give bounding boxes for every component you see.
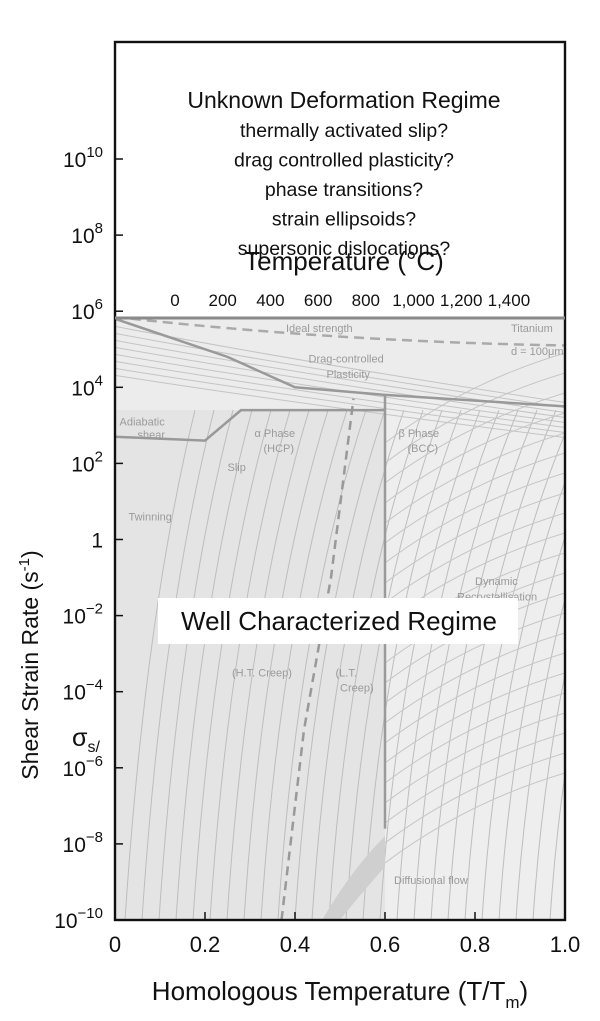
x-tick-label: 0.8 (460, 932, 491, 957)
y-tick-label: 108 (71, 220, 103, 248)
map-label-alpha-phase: α Phase (255, 428, 296, 440)
top-axis-tick-label: 1,400 (488, 291, 531, 310)
y-tick-label: 10−2 (63, 601, 103, 629)
map-label-titanium: Titanium (511, 323, 553, 335)
strain-contour (384, 712, 565, 804)
top-axis-tick-label: 200 (209, 291, 237, 310)
strain-contour (384, 672, 565, 764)
y-tick-label: 10−4 (63, 677, 103, 705)
well-regime-label-bg (158, 598, 518, 644)
strain-contour (481, 480, 565, 920)
y-tick-label: 102 (71, 448, 103, 476)
map-label-plasticity: Plasticity (327, 369, 371, 381)
top-axis-tick-label: 0 (170, 291, 179, 310)
upper-band-line (115, 332, 565, 409)
strain-contour (384, 372, 565, 464)
strain-contour (532, 672, 565, 920)
strain-contour (384, 612, 565, 704)
top-axis-tick-label: 600 (304, 291, 332, 310)
x-tick-label: 1.0 (550, 932, 581, 957)
y-axis-ticks: 1010 108 106 104 102 1 10−2 10−4 10−6 10−8 10−10 (54, 144, 123, 933)
strain-contour (384, 692, 565, 784)
y-tick-label: 106 (71, 296, 103, 324)
map-label-diffusional: Diffusional flow (394, 875, 468, 887)
y-tick-label: 10−8 (63, 829, 103, 857)
top-axis-tick-label: 1,200 (440, 291, 483, 310)
strain-contour (384, 512, 565, 604)
unknown-regime-line: thermally activated slip? (240, 120, 448, 142)
map-label-dynamic: Dynamic (475, 576, 518, 588)
upper-band-line (115, 346, 565, 419)
strain-contour (515, 597, 565, 920)
strain-contour (498, 535, 565, 920)
strain-contour (384, 632, 565, 724)
top-axis-ticks: 0 200 400 600 800 1,000 1,200 1,400 (170, 291, 530, 310)
strain-contour (384, 352, 565, 444)
top-axis-title: Temperature (°C) (244, 246, 444, 276)
plot-frame (113, 40, 567, 922)
x-tick-label: 0.6 (370, 932, 401, 957)
unknown-regime-line: strain ellipsoids? (272, 209, 416, 231)
y-tick-label: 1 (91, 530, 103, 553)
y-tick-label: 10−10 (54, 905, 103, 933)
y-axis-title: Shear Strain Rate (s-1) (16, 550, 43, 779)
map-label-drag: Drag-controlled (309, 354, 384, 366)
unknown-regime-line: phase transitions? (265, 179, 423, 201)
strain-contour (384, 412, 565, 504)
y-tick-label: 10−6 (63, 753, 103, 781)
strain-contour (384, 652, 565, 744)
map-label-shear: shear (138, 430, 166, 442)
map-label-lt-creep: (L.T. (336, 667, 357, 679)
map-label-ideal-strength: Ideal strength (286, 323, 353, 335)
x-tick-label: 0.4 (280, 932, 311, 957)
y-tick-label: 104 (71, 372, 103, 400)
top-axis-tick-label: 800 (352, 291, 380, 310)
map-label-ht-creep: (H.T. Creep) (232, 667, 292, 679)
x-axis-ticks: 0 0.2 0.4 0.6 0.8 1.0 (109, 912, 580, 957)
strain-contour (384, 732, 565, 824)
adiabatic-boundary-line (115, 408, 385, 442)
map-label-creep: Creep) (340, 683, 374, 695)
strain-contour (384, 432, 565, 524)
strain-contour (384, 752, 565, 844)
y-tick-label: 1010 (63, 144, 103, 172)
map-label-twinning: Twinning (129, 511, 172, 523)
map-label-adiabatic: Adiabatic (120, 416, 166, 428)
upper-band-line (115, 353, 565, 424)
drag-boundary-line (115, 318, 565, 408)
top-axis-tick-label: 400 (256, 291, 284, 310)
strain-contour (384, 452, 565, 544)
strain-contour (384, 392, 565, 484)
strain-contour (549, 770, 565, 920)
unknown-regime-line: drag controlled plasticity? (234, 150, 454, 172)
x-tick-label: 0.2 (190, 932, 221, 957)
diffusional-band (322, 836, 385, 920)
map-label-grain-size: d = 100μm (511, 346, 564, 358)
map-label-bcc: (BCC) (408, 443, 439, 455)
y-side-symbol: σs/ (72, 724, 100, 756)
map-label-slip: Slip (228, 462, 246, 474)
unknown-regime-title: Unknown Deformation Regime (187, 87, 500, 113)
top-axis-tick-label: 1,000 (392, 291, 435, 310)
map-label-hcp: (HCP) (264, 443, 295, 455)
strain-contour (384, 772, 565, 864)
map-label-beta-phase: β Phase (399, 428, 440, 440)
unknown-regime-line: supersonic dislocations? (238, 238, 451, 260)
upper-band-line (115, 374, 565, 439)
ideal-strength-line (115, 318, 565, 347)
strain-contour (124, 410, 196, 920)
strain-contour (384, 492, 565, 584)
x-tick-label: 0 (109, 932, 121, 957)
well-regime-label: Well Characterized Regime (181, 606, 497, 636)
unknown-regime-questions: thermally activated slip? drag controlled… (234, 120, 454, 260)
upper-band-line (115, 367, 565, 434)
x-axis-title: Homologous Temperature (T/Tm) (152, 976, 528, 1012)
upper-band-line (115, 360, 565, 429)
creep-boundary-dashed (280, 398, 355, 920)
strain-contour (384, 472, 565, 564)
